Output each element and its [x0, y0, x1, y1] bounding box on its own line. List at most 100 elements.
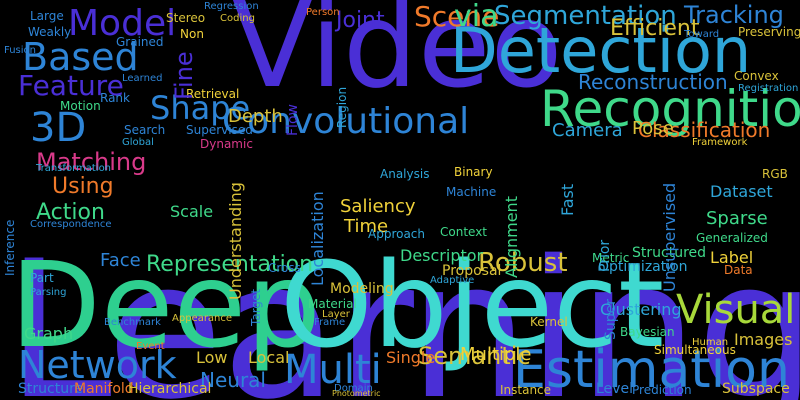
word: Feature — [18, 69, 124, 102]
word: Learned — [122, 73, 163, 84]
word: via — [454, 0, 499, 34]
word: Based — [22, 35, 139, 79]
word: Tracking — [684, 1, 784, 29]
word: Dynamic — [200, 137, 253, 151]
word: Context — [440, 225, 488, 239]
word: Approach — [368, 227, 426, 241]
word: Part — [30, 271, 54, 285]
word: Descriptor — [400, 246, 484, 265]
word: Scene — [414, 0, 500, 33]
word: Person — [306, 7, 340, 18]
word: Shape — [150, 89, 251, 127]
word: Rank — [100, 91, 130, 105]
word: Photometric — [332, 389, 381, 398]
word-vertical: Alignment — [502, 196, 521, 278]
word: Multiple — [460, 344, 532, 365]
word: Appearance — [172, 313, 233, 324]
word: Layer — [322, 309, 350, 320]
word: Event — [136, 341, 165, 352]
word: 3D — [30, 105, 87, 151]
word: Search — [124, 123, 166, 137]
word: Generalized — [696, 231, 768, 245]
word: Low — [196, 348, 228, 367]
word: Preserving — [738, 25, 800, 39]
word: Machine — [446, 185, 497, 199]
word: Robust — [478, 248, 568, 278]
word: Frame — [314, 317, 346, 328]
word: Local — [248, 348, 290, 367]
word: Prediction — [632, 383, 692, 397]
word: Convex — [734, 69, 779, 83]
word: Large — [30, 9, 64, 23]
word: Structured — [632, 245, 707, 261]
word: Retrieval — [186, 87, 240, 101]
word: Structure — [18, 381, 84, 397]
word: Recognition — [540, 80, 800, 138]
word: Joint — [336, 8, 385, 33]
word: Images — [734, 330, 793, 349]
word: Non — [180, 27, 204, 41]
word: Graph — [24, 324, 74, 343]
word: Convolutional — [222, 101, 470, 142]
word-vertical: Prior — [597, 239, 613, 272]
word: Label — [710, 248, 754, 267]
word: Face — [100, 250, 141, 271]
word: Parsing — [30, 287, 67, 298]
word-vertical: Target — [249, 288, 263, 326]
word: RGB — [762, 167, 788, 181]
word: Reconstruction — [578, 70, 728, 94]
word: Depth — [228, 106, 283, 127]
word: Instance — [500, 383, 552, 397]
word: Coding — [220, 13, 255, 24]
word: Action — [36, 200, 105, 225]
word: Weakly — [28, 25, 72, 39]
word: Regression — [204, 1, 259, 12]
word: Optimization — [598, 259, 688, 275]
word: Time — [344, 216, 389, 237]
word: Global — [122, 137, 154, 148]
word: Grained — [116, 35, 164, 49]
word: Domain — [334, 383, 373, 394]
word: Modeling — [330, 281, 394, 297]
word: Material — [308, 297, 357, 311]
word: Data — [724, 263, 753, 277]
word-vertical: Fine — [170, 51, 198, 100]
word: Camera — [552, 120, 623, 141]
word: Dataset — [710, 182, 773, 201]
word: Classification — [638, 118, 771, 142]
word: Proposal — [442, 263, 502, 279]
word: Manifold — [74, 381, 134, 397]
word: Motion — [60, 99, 101, 113]
word: Correspondence — [30, 219, 112, 230]
word-vertical: Unsupervised — [660, 182, 679, 292]
word: Using — [52, 174, 114, 199]
word: Matching — [36, 148, 147, 176]
word: Analysis — [380, 167, 430, 181]
word: Registration — [738, 83, 799, 94]
word: Model — [68, 3, 177, 44]
word: Pose — [632, 118, 674, 139]
word-vertical: Inference — [3, 219, 17, 276]
word: Kernel — [530, 315, 568, 329]
word: Simultaneous — [654, 343, 736, 357]
word: Estimation — [513, 340, 790, 400]
word: Stereo — [166, 11, 206, 25]
word: Metric — [592, 251, 630, 265]
word: Semantic — [418, 342, 531, 370]
word: Binary — [454, 165, 493, 179]
word-vertical: Localization — [308, 191, 327, 286]
word: Multi — [284, 347, 382, 393]
word: Transformation — [36, 163, 112, 174]
word: Toward — [684, 29, 720, 40]
word: Segmentation — [494, 1, 677, 31]
word: Human — [692, 337, 729, 348]
word: Object — [280, 236, 665, 374]
word-vertical: Fast — [558, 183, 577, 216]
word: Saliency — [340, 196, 416, 217]
word: Single — [386, 348, 436, 367]
word-vertical: Understanding — [226, 182, 245, 300]
word: Benchmark — [104, 317, 161, 328]
word: Framework — [692, 137, 748, 148]
word: Fusion — [4, 45, 36, 56]
